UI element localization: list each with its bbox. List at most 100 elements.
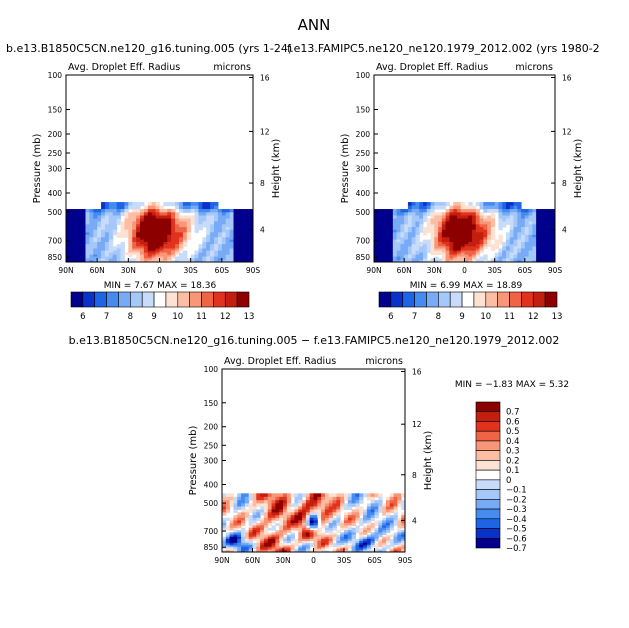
panel2-cell — [483, 205, 488, 210]
panel3-cell — [271, 515, 276, 519]
panel3-colorbar-label: −0.1 — [506, 486, 527, 496]
panel1-cell — [237, 252, 242, 256]
panel3-cell — [290, 515, 295, 519]
panel2-cell — [509, 234, 515, 238]
panel2-cell — [411, 260, 416, 263]
panel2-cell — [456, 258, 462, 261]
panel3-cell — [260, 496, 265, 501]
panel2-cell — [400, 221, 405, 225]
panel3-cell — [321, 550, 326, 553]
panel1-cell — [93, 244, 98, 247]
panel2-cell — [460, 227, 465, 231]
panel2-cell — [381, 218, 386, 222]
panel1-cell — [206, 229, 211, 233]
panel3-cell — [355, 544, 360, 548]
panel2-cell — [396, 244, 401, 247]
panel2-cell — [456, 221, 462, 225]
panel2-cell — [434, 248, 439, 252]
panel3-cell — [237, 493, 242, 498]
panel1-cell — [108, 215, 114, 220]
panel1-cell — [77, 212, 83, 216]
panel3-cell — [298, 525, 303, 529]
panel1-cell — [140, 215, 145, 220]
panel3-cell — [256, 503, 261, 507]
panel3-cell — [309, 493, 314, 498]
panel1-cell — [233, 227, 238, 231]
panel3-cell — [340, 536, 345, 540]
panel3-cell — [359, 522, 364, 526]
panel1-cell — [186, 209, 192, 213]
panel3-cell — [351, 542, 356, 546]
panel1-cell — [210, 250, 215, 254]
panel2-cell — [513, 227, 518, 231]
panel3-cell — [366, 546, 372, 549]
panel2-cell — [464, 248, 469, 252]
panel3-colorbar-box — [475, 401, 501, 413]
panel2-cell — [385, 221, 390, 225]
panel3-colorbar-label: −0.4 — [506, 515, 527, 525]
panel3-cell — [294, 542, 299, 546]
panel2-cell — [487, 232, 492, 236]
panel2-cell — [426, 250, 432, 254]
panel2-cell — [528, 239, 533, 243]
panel1-cell — [233, 239, 238, 243]
panel3-ylabel: Pressure (mb) — [188, 426, 199, 496]
panel2-cell — [468, 258, 473, 261]
panel3-cell — [275, 534, 280, 538]
panel1-cell — [186, 218, 192, 222]
panel3-cell — [401, 493, 406, 498]
panel3-cell — [370, 525, 375, 529]
panel3-cell — [321, 536, 326, 540]
panel3-y-tick-label: 400 — [204, 480, 219, 489]
panel1-cell — [241, 252, 246, 256]
panel3-cell — [397, 500, 402, 504]
panel3-cell — [393, 546, 398, 549]
panel1-cell — [143, 256, 149, 259]
panel2-cell — [479, 234, 484, 238]
panel3-cell — [286, 520, 292, 524]
panel2-cell — [456, 205, 462, 210]
panel1-cell — [104, 237, 110, 241]
panel1-cell — [190, 221, 196, 225]
panel2-cell — [468, 241, 473, 245]
panel2-cell — [483, 237, 488, 241]
panel1-cell — [136, 212, 141, 216]
panel1-cell — [202, 246, 207, 249]
panel3-cell — [370, 527, 375, 531]
panel2-cell — [464, 205, 469, 210]
panel3-cell — [302, 540, 307, 544]
panel3-cell — [366, 525, 372, 529]
panel3-cell — [359, 509, 364, 513]
panel2-cell — [441, 258, 447, 261]
panel2-cell — [475, 202, 481, 207]
panel3-cell — [313, 550, 318, 553]
panel2-cell — [543, 258, 548, 261]
panel3-cell — [302, 517, 307, 521]
panel1-cell — [101, 241, 106, 245]
panel2-cell — [483, 239, 488, 243]
panel2-y-tick-label: 250 — [356, 149, 371, 158]
panel3-cell — [351, 534, 356, 538]
panel3-cell — [370, 503, 375, 507]
panel1-cell — [249, 246, 254, 249]
panel3-cell — [313, 532, 318, 536]
panel1-cell — [163, 221, 168, 225]
panel1-cell — [151, 246, 157, 249]
panel3-cell — [355, 548, 360, 551]
panel2-cell — [483, 246, 488, 249]
panel2-cell — [426, 229, 432, 233]
panel1-cell — [151, 254, 157, 258]
panel1-cell — [89, 224, 94, 228]
panel2-cell — [381, 248, 386, 252]
panel3-cell — [256, 527, 261, 531]
panel2-cell — [483, 202, 488, 207]
panel2-cell — [438, 241, 443, 245]
panel1-cell — [210, 260, 215, 263]
panel3-cell — [267, 517, 273, 521]
panel2-cell — [536, 237, 541, 241]
panel3-cell — [336, 517, 341, 521]
panel2-cell — [524, 212, 530, 216]
panel2-cell — [521, 221, 526, 225]
panel2-cell — [389, 209, 394, 213]
panel1-cell — [116, 234, 122, 238]
